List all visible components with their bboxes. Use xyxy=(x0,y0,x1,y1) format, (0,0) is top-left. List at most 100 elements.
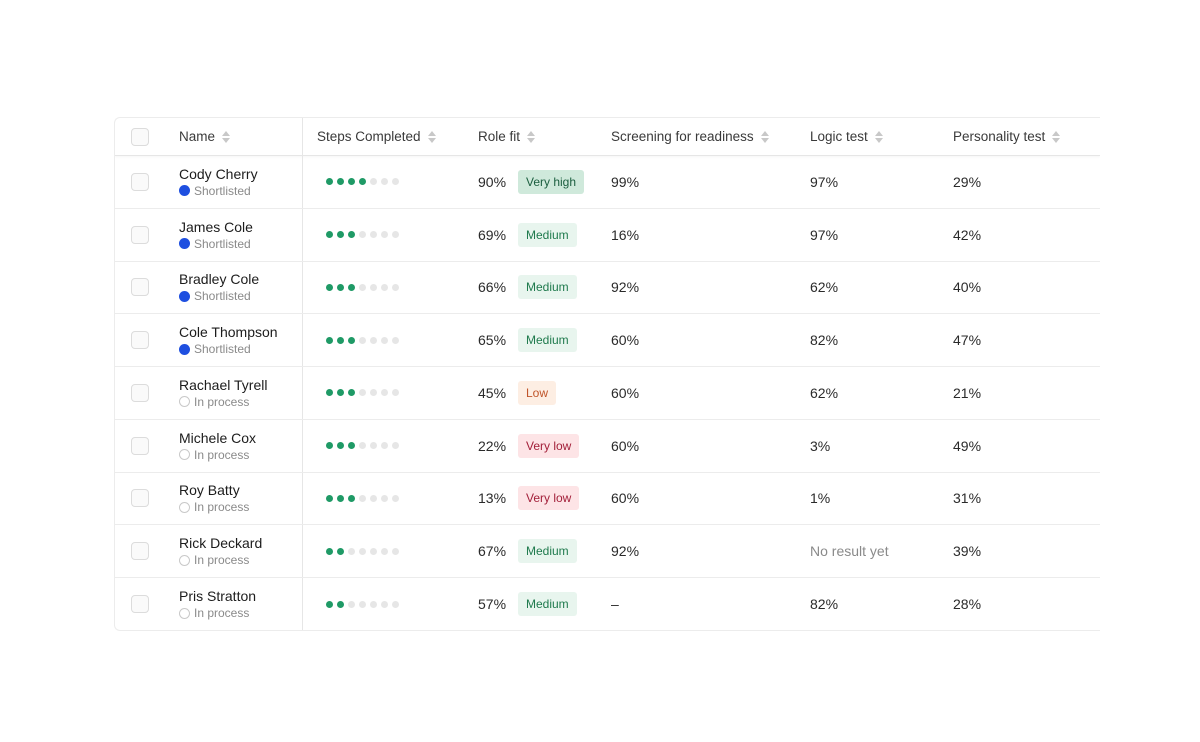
step-dot xyxy=(337,547,344,555)
screening-score: 60% xyxy=(611,437,640,454)
row-checkbox[interactable] xyxy=(131,436,149,455)
step-dot xyxy=(337,231,344,239)
screening-score: 92% xyxy=(611,279,640,296)
role-fit-badge: Very high xyxy=(518,169,585,194)
screening-score: – xyxy=(611,596,619,613)
column-header-name[interactable]: Name xyxy=(165,118,303,155)
column-header-logic[interactable]: Logic test xyxy=(806,129,949,144)
step-dot xyxy=(370,336,377,344)
steps-progress xyxy=(317,600,399,608)
column-header-role-fit[interactable]: Role fit xyxy=(464,129,607,144)
status-label: In process xyxy=(194,553,250,568)
sort-icon[interactable] xyxy=(760,130,769,143)
candidate-status: In process xyxy=(179,500,302,514)
candidate-status: Shortlisted xyxy=(179,184,302,198)
in-process-circle-icon xyxy=(179,501,190,513)
column-label: Role fit xyxy=(478,129,521,144)
column-label: Steps Completed xyxy=(317,129,421,144)
candidate-status: Shortlisted xyxy=(179,289,302,303)
table-row[interactable]: Bradley Cole Shortlisted 66% Medium 92% … xyxy=(115,261,1100,315)
table-row[interactable]: Rick Deckard In process 67% Medium 92% N… xyxy=(115,525,1100,578)
logic-score: No result yet xyxy=(810,543,889,560)
table-row[interactable]: Rachael Tyrell In process 45% Low 60% 62… xyxy=(115,367,1100,420)
sort-icon[interactable] xyxy=(1052,130,1061,143)
steps-progress xyxy=(317,336,399,344)
step-dot xyxy=(337,178,344,186)
candidate-name[interactable]: James Cole xyxy=(179,218,253,235)
column-header-steps[interactable]: Steps Completed xyxy=(303,129,464,144)
table-row[interactable]: Cole Thompson Shortlisted 65% Medium 60%… xyxy=(115,314,1100,367)
row-checkbox[interactable] xyxy=(131,595,149,614)
row-checkbox[interactable] xyxy=(131,542,149,561)
step-dot xyxy=(326,442,333,450)
row-checkbox[interactable] xyxy=(131,172,149,191)
step-dot xyxy=(381,283,388,291)
sort-icon[interactable] xyxy=(874,130,883,143)
logic-score: 1% xyxy=(810,490,831,507)
status-label: In process xyxy=(194,394,250,409)
sort-icon[interactable] xyxy=(527,130,536,143)
select-all-checkbox[interactable] xyxy=(131,127,149,146)
table-row[interactable]: Michele Cox In process 22% Very low 60% … xyxy=(115,419,1100,473)
step-dot xyxy=(381,231,388,239)
step-dot xyxy=(326,494,333,502)
row-checkbox[interactable] xyxy=(131,225,149,244)
table-row[interactable]: Roy Batty In process 13% Very low 60% 1%… xyxy=(115,472,1100,526)
personality-score: 21% xyxy=(953,384,982,401)
candidate-name[interactable]: Bradley Cole xyxy=(179,271,260,288)
candidate-name[interactable]: Roy Batty xyxy=(179,482,240,499)
step-dot xyxy=(381,494,388,502)
sort-icon[interactable] xyxy=(222,130,231,143)
steps-progress xyxy=(317,283,399,291)
step-dot xyxy=(337,283,344,291)
row-checkbox[interactable] xyxy=(131,278,149,297)
step-dot xyxy=(326,336,333,344)
step-dot xyxy=(326,178,333,186)
logic-score: 97% xyxy=(810,226,839,243)
row-checkbox[interactable] xyxy=(131,383,149,402)
candidate-status: In process xyxy=(179,448,302,462)
step-dot xyxy=(337,600,344,608)
candidate-name[interactable]: Michele Cox xyxy=(179,429,257,446)
shortlisted-dot-icon xyxy=(179,185,190,197)
step-dot xyxy=(392,283,399,291)
screening-score: 60% xyxy=(611,490,640,507)
step-dot xyxy=(370,389,377,397)
row-checkbox[interactable] xyxy=(131,331,149,350)
candidate-name[interactable]: Rachael Tyrell xyxy=(179,376,268,393)
personality-score: 49% xyxy=(953,437,982,454)
table-row[interactable]: Pris Stratton In process 57% Medium – 82… xyxy=(115,578,1100,630)
personality-score: 28% xyxy=(953,596,982,613)
table-row[interactable]: Cody Cherry Shortlisted 90% Very high 99… xyxy=(115,156,1100,209)
step-dot xyxy=(381,178,388,186)
role-fit-percent: 90% xyxy=(478,173,507,190)
candidate-name[interactable]: Cole Thompson xyxy=(179,324,278,341)
step-dot xyxy=(381,389,388,397)
role-fit-percent: 66% xyxy=(478,279,507,296)
table-body: Cody Cherry Shortlisted 90% Very high 99… xyxy=(115,156,1100,630)
step-dot xyxy=(392,336,399,344)
column-header-screening[interactable]: Screening for readiness xyxy=(607,129,806,144)
candidate-status: In process xyxy=(179,606,302,620)
step-dot xyxy=(348,600,355,608)
column-header-personality[interactable]: Personality test xyxy=(949,129,1099,144)
role-fit-percent: 65% xyxy=(478,332,507,349)
step-dot xyxy=(392,389,399,397)
table-row[interactable]: James Cole Shortlisted 69% Medium 16% 97… xyxy=(115,208,1100,262)
step-dot xyxy=(348,389,355,397)
in-process-circle-icon xyxy=(179,449,190,461)
candidate-name[interactable]: Pris Stratton xyxy=(179,588,257,605)
step-dot xyxy=(348,178,355,186)
personality-score: 29% xyxy=(953,173,982,190)
screening-score: 60% xyxy=(611,332,640,349)
steps-progress xyxy=(317,547,399,555)
status-label: Shortlisted xyxy=(194,236,251,251)
candidate-name[interactable]: Cody Cherry xyxy=(179,165,258,182)
step-dot xyxy=(348,336,355,344)
row-checkbox[interactable] xyxy=(131,489,149,508)
personality-score: 39% xyxy=(953,543,982,560)
sort-icon[interactable] xyxy=(427,130,436,143)
step-dot xyxy=(326,547,333,555)
candidate-name[interactable]: Rick Deckard xyxy=(179,535,263,552)
step-dot xyxy=(359,547,366,555)
